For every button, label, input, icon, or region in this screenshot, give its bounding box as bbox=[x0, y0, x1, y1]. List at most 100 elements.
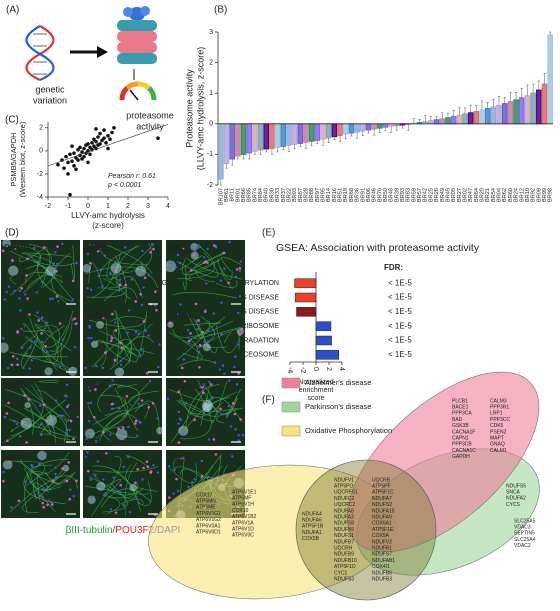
nucleus bbox=[54, 466, 57, 469]
neurite bbox=[23, 323, 58, 371]
nucleus bbox=[241, 434, 245, 437]
bar bbox=[519, 97, 525, 125]
neurite bbox=[21, 390, 34, 436]
nucleus bbox=[64, 432, 68, 435]
annotation: Pearson r: 0.61 bbox=[108, 173, 156, 180]
neurite bbox=[177, 400, 215, 422]
nucleus bbox=[200, 459, 203, 463]
x-tick-label: BR107 bbox=[218, 188, 224, 205]
bar bbox=[325, 123, 332, 139]
neurite bbox=[24, 459, 69, 514]
point bbox=[68, 192, 72, 197]
bar bbox=[496, 104, 502, 125]
nucleus bbox=[30, 359, 33, 362]
cluster bbox=[20, 417, 32, 429]
panel-label: (C) bbox=[5, 115, 19, 126]
gene-label: GNAQ bbox=[490, 442, 505, 448]
cluster bbox=[44, 367, 53, 376]
bar bbox=[286, 123, 292, 146]
pou3f2-nucleus bbox=[203, 310, 207, 313]
nucleus bbox=[137, 402, 140, 406]
pou3f2-nucleus bbox=[93, 415, 96, 419]
nucleus bbox=[134, 330, 138, 334]
nucleus bbox=[110, 335, 113, 338]
bar bbox=[530, 92, 536, 125]
neurite bbox=[22, 383, 68, 423]
pou3f2-nucleus bbox=[58, 322, 62, 325]
nucleus bbox=[122, 504, 125, 507]
pou3f2-nucleus bbox=[189, 332, 192, 335]
neurite bbox=[193, 326, 242, 339]
gene-label: COX5A bbox=[372, 533, 390, 539]
x-tick-label: BR64 bbox=[474, 188, 480, 202]
nucleus bbox=[94, 473, 97, 477]
micrograph: BR09 bbox=[83, 450, 162, 518]
nucleus bbox=[173, 468, 176, 471]
pou3f2-nucleus bbox=[67, 461, 71, 464]
neurite bbox=[110, 482, 139, 500]
neurite bbox=[18, 248, 45, 263]
neurite bbox=[192, 257, 223, 272]
nucleus bbox=[51, 297, 55, 300]
y-tick-label: -2 bbox=[37, 171, 43, 178]
cluster bbox=[202, 343, 211, 352]
x-tick-label: BR50 bbox=[383, 188, 389, 202]
nucleus bbox=[85, 437, 88, 440]
nucleus bbox=[51, 425, 55, 429]
gene-label: CYCS bbox=[506, 502, 521, 508]
bar bbox=[303, 123, 309, 143]
x-tick-label: BR36 bbox=[355, 188, 361, 202]
nucleus bbox=[195, 319, 198, 322]
nucleus bbox=[6, 366, 10, 370]
neurite bbox=[22, 496, 39, 513]
gene-label: PSEN2 bbox=[490, 429, 507, 435]
pou3f2-nucleus bbox=[149, 471, 152, 474]
nucleus bbox=[177, 410, 181, 414]
pou3f2-nucleus bbox=[204, 260, 208, 263]
nucleus bbox=[137, 332, 140, 335]
cluster bbox=[202, 402, 212, 413]
pou3f2-nucleus bbox=[238, 266, 242, 270]
pou3f2-nucleus bbox=[134, 300, 138, 303]
pou3f2-nucleus bbox=[110, 402, 114, 406]
nucleus bbox=[57, 300, 60, 303]
pou3f2-nucleus bbox=[193, 418, 196, 422]
gene-label: NDUFS2 bbox=[372, 502, 392, 508]
neurite bbox=[4, 388, 68, 439]
nucleus bbox=[113, 321, 117, 324]
pou3f2-nucleus bbox=[134, 481, 137, 485]
pou3f2-nucleus bbox=[13, 247, 17, 251]
nucleus bbox=[219, 279, 223, 282]
x-tick-label: BR28 bbox=[303, 188, 309, 202]
neurite bbox=[25, 264, 46, 288]
pou3f2-nucleus bbox=[124, 283, 128, 287]
nucleus bbox=[56, 262, 59, 266]
pou3f2-nucleus bbox=[66, 405, 69, 408]
neurite bbox=[217, 258, 233, 290]
point bbox=[62, 166, 66, 170]
bar bbox=[337, 123, 343, 136]
nucleus bbox=[208, 381, 211, 384]
venn-core bbox=[295, 459, 437, 601]
pou3f2-nucleus bbox=[145, 371, 149, 375]
cluster bbox=[37, 450, 47, 461]
pou3f2-nucleus bbox=[41, 501, 44, 505]
nucleus bbox=[177, 422, 180, 425]
point bbox=[70, 144, 74, 149]
point bbox=[156, 136, 160, 140]
point bbox=[80, 150, 84, 154]
neurite bbox=[139, 403, 150, 420]
bar bbox=[377, 123, 383, 129]
gene-label: COX5B bbox=[302, 536, 320, 542]
nucleus bbox=[178, 417, 182, 420]
neurite bbox=[92, 473, 144, 496]
pou3f2-nucleus bbox=[151, 402, 155, 405]
nucleus bbox=[103, 254, 107, 257]
x-tick-label: BR68 bbox=[349, 188, 355, 202]
x-tick-label: BR88 bbox=[309, 188, 315, 202]
image-label: BR09 bbox=[86, 452, 108, 462]
y-tick-label: 2 bbox=[39, 125, 43, 132]
pou3f2-nucleus bbox=[201, 385, 205, 389]
point bbox=[72, 164, 76, 168]
nucleus bbox=[223, 372, 226, 376]
